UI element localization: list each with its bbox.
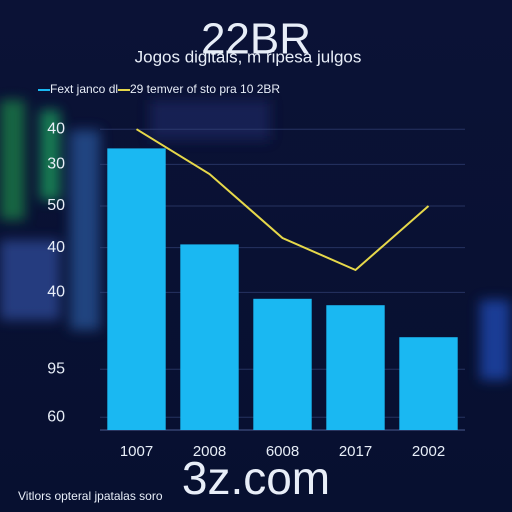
x-tick-label: 1007	[120, 443, 153, 460]
bar	[180, 244, 239, 430]
y-tick-label: 95	[47, 360, 65, 377]
chart-title: 22BR	[201, 15, 311, 64]
background-glow	[0, 100, 510, 380]
footer: Vitlors opteral jpatalas soro	[18, 489, 163, 503]
x-tick-label: 2002	[412, 443, 445, 460]
y-tick-label: 60	[47, 408, 65, 425]
watermark: 3z.com	[182, 452, 330, 504]
legend-label: 29 temver of sto pra 10 2BR	[130, 82, 280, 96]
chart-subtitle: Jogos digitals, m ripesa julgos	[135, 47, 362, 66]
y-tick-label: 40	[47, 284, 65, 301]
y-tick-label: 40	[47, 239, 65, 256]
x-tick-label: 6008	[266, 443, 299, 460]
bar	[253, 298, 312, 430]
y-tick-label: 30	[47, 156, 65, 173]
x-tick-label: 2008	[193, 443, 226, 460]
plot: 40 30 50 40 40 95 60 1007 2008 6008 2017 2002 Fext j…	[38, 82, 465, 460]
bar	[107, 148, 166, 430]
legend-label: Fext janco dl	[50, 82, 118, 96]
y-tick-label: 40	[47, 120, 65, 137]
line	[135, 128, 430, 272]
x-tick-label: 2017	[339, 443, 372, 460]
y-tick-label: 50	[47, 197, 65, 214]
bar	[326, 305, 385, 430]
bar	[399, 337, 458, 430]
